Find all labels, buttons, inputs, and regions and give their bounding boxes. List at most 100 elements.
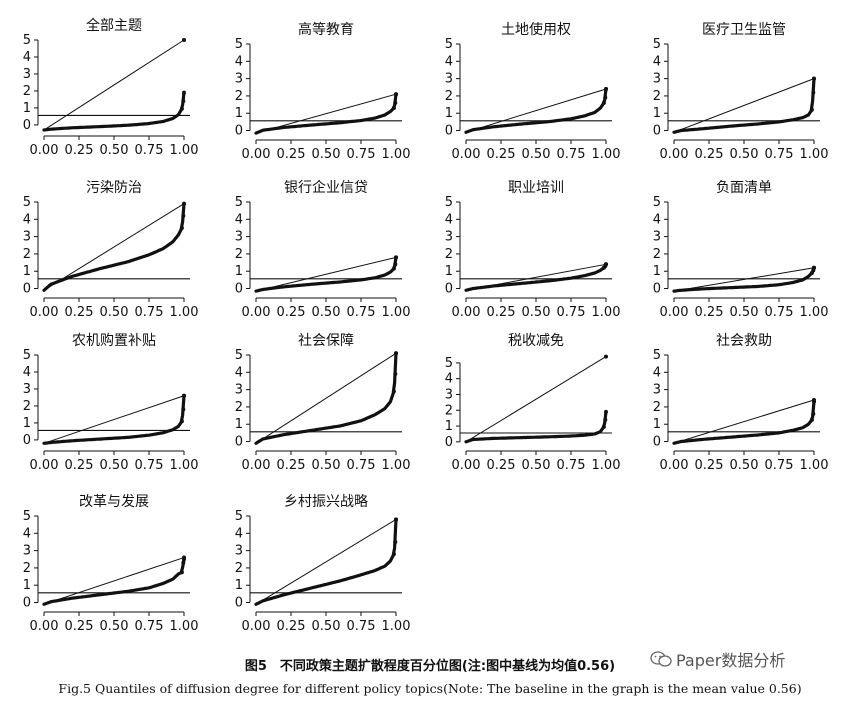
y-tick-label: 5 [653,348,661,363]
quantile-point [391,266,396,271]
y-tick-label: 4 [445,212,453,227]
reference-end-point [604,354,608,359]
reference-line [255,256,397,292]
quantile-point [393,372,398,377]
x-tick-label: 0.00 [242,147,271,162]
panel-title: 乡村振兴战略 [284,494,368,510]
quantile-point [393,100,398,105]
x-tick-label: 1.00 [170,305,199,320]
x-tick-label: 0.25 [65,143,94,158]
x-tick-label: 1.00 [382,305,411,320]
x-tick-label: 0.25 [277,619,306,634]
y-tick-label: 0 [23,596,31,611]
panel-title: 银行企业信贷 [284,179,368,196]
x-tick-label: 0.50 [312,458,341,473]
panel-5: 银行企业信贷 0 1 2 3 4 5 0.00 0.25 0.50 0.75 1.00 [235,179,411,320]
y-tick-label: 0 [445,282,453,297]
x-tick-label: 0.25 [65,619,94,634]
panel-4: 污染防治 0 1 2 3 4 5 0.00 0.25 0.50 0.75 1.00 [23,180,199,320]
x-tick-label: 0.75 [557,147,586,162]
panel-2: 土地使用权 0 1 2 3 4 5 0.00 0.25 0.50 0.75 1.00 [445,21,621,162]
quantile-curve [42,394,186,445]
x-tick-label: 0.75 [557,305,586,320]
panel-1: 高等教育 0 1 2 3 4 5 0.00 0.25 0.50 0.75 1.00 [235,21,411,162]
x-tick-label: 0.25 [487,458,516,473]
x-tick-label: 0.00 [30,305,59,320]
x-tick-label: 0.25 [695,305,724,320]
x-tick-label: 0.00 [452,458,481,473]
y-tick-label: 3 [445,72,453,87]
quantile-curve [42,202,186,292]
quantile-point [391,389,396,394]
quantile-curve [464,262,608,292]
quantile-point [604,409,608,414]
y-tick-label: 4 [653,365,661,380]
panel-11: 社会救助 0 1 2 3 4 5 0.00 0.25 0.50 0.75 1.00 [653,333,829,473]
panel-title: 全部主题 [86,17,142,34]
x-tick-label: 0.25 [695,458,724,473]
y-tick-label: 2 [235,247,243,262]
x-tick-label: 1.00 [382,147,411,162]
quantile-curve [42,557,186,606]
quantile-point [811,411,816,416]
y-tick-label: 0 [235,282,243,297]
x-tick-label: 1.00 [170,458,199,473]
y-tick-label: 0 [23,433,31,448]
x-tick-label: 0.00 [30,143,59,158]
x-tick-label: 0.75 [347,458,376,473]
quantile-point [181,99,186,104]
y-tick-label: 3 [235,383,243,398]
y-tick-label: 5 [445,356,453,371]
x-tick-label: 0.50 [730,305,759,320]
y-tick-label: 3 [23,230,31,245]
quantile-point [601,100,606,105]
y-tick-label: 5 [235,509,243,524]
quantile-curve [464,87,608,134]
y-tick-label: 5 [445,37,453,52]
quantile-curve [672,400,816,445]
y-tick-label: 5 [235,195,243,210]
quantile-point [811,90,816,95]
quantile-point [181,407,186,412]
panel-9: 社会保障 0 1 2 3 4 5 0.00 0.25 0.50 0.75 1.00 [235,333,411,473]
panel-13: 乡村振兴战略 0 1 2 3 4 5 0.00 0.25 0.50 0.75 1.00 [235,494,411,634]
y-tick-label: 5 [23,195,31,210]
x-tick-label: 0.50 [100,305,129,320]
quantile-point [601,424,606,429]
x-tick-label: 1.00 [170,143,199,158]
panel-title: 负面清单 [716,180,772,196]
y-tick-label: 1 [23,101,31,116]
x-tick-label: 0.50 [100,619,129,634]
y-tick-label: 2 [23,399,31,414]
y-tick-label: 4 [445,372,453,387]
y-tick-label: 3 [23,544,31,559]
x-tick-label: 0.25 [695,147,724,162]
panel-title: 高等教育 [298,21,354,38]
y-tick-label: 5 [23,33,31,48]
y-tick-label: 2 [235,400,243,415]
y-tick-label: 0 [445,435,453,450]
x-tick-label: 0.00 [452,305,481,320]
x-tick-label: 0.50 [522,458,551,473]
reference-line [43,395,185,444]
quantile-point [179,106,184,111]
y-tick-label: 2 [23,84,31,99]
x-tick-label: 0.75 [765,147,794,162]
quantile-curve [672,266,816,293]
y-tick-label: 3 [235,544,243,559]
y-tick-label: 4 [235,212,243,227]
y-tick-label: 4 [23,212,31,227]
reference-line [673,399,815,444]
y-tick-label: 0 [235,435,243,450]
panel-8: 农机购置补贴 0 1 2 3 4 5 0.00 0.25 0.50 0.75 1.00 [23,333,199,473]
x-tick-label: 0.50 [312,305,341,320]
x-tick-label: 0.50 [522,147,551,162]
reference-end-point [812,265,816,270]
reference-end-point [182,555,186,560]
panel-title: 税收减免 [508,333,564,349]
y-tick-label: 1 [235,417,243,432]
y-tick-label: 3 [445,387,453,402]
y-tick-label: 1 [23,578,31,593]
reference-line [43,203,185,291]
